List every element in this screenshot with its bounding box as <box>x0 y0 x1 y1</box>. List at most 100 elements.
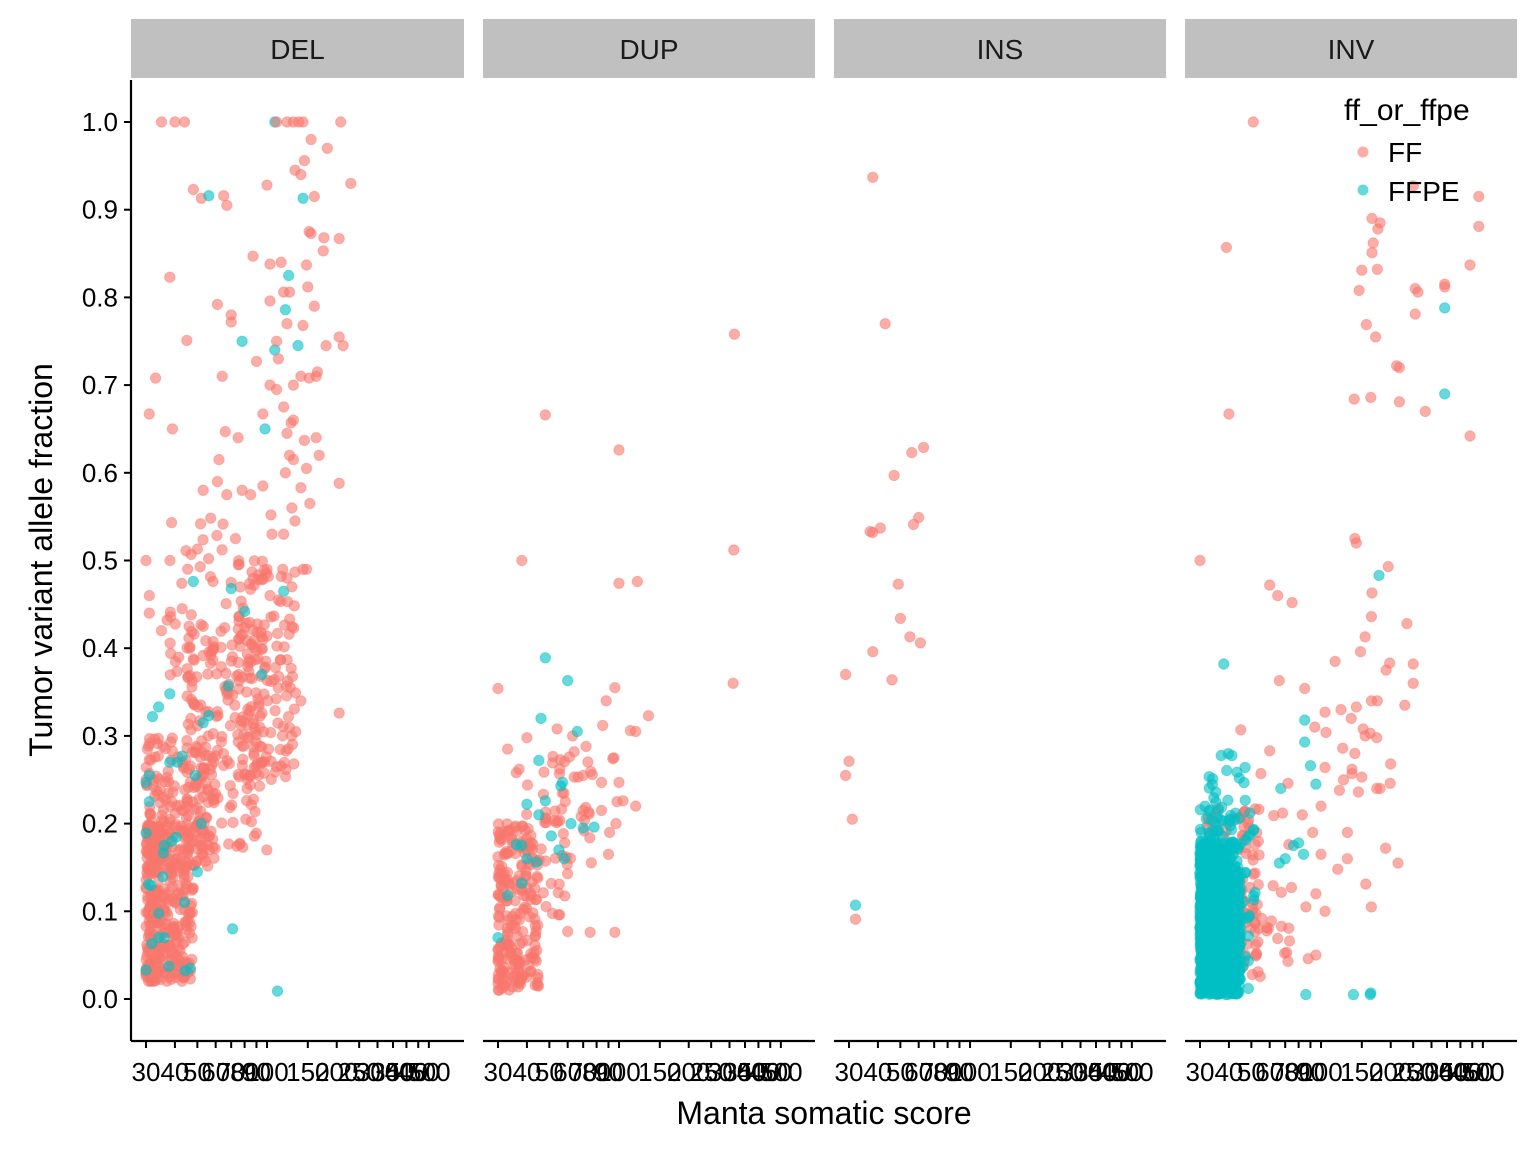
point-del-ff <box>286 502 298 514</box>
point-inv-ff <box>1335 703 1347 716</box>
point-inv-ff <box>1407 180 1419 192</box>
point-dup-ff <box>602 848 615 860</box>
point-inv-ff <box>1264 579 1276 591</box>
point-dup-ff <box>521 779 534 791</box>
point-dup-ff <box>521 808 533 820</box>
point-del-ffpe <box>140 964 152 976</box>
point-del-ff <box>185 609 198 621</box>
point-inv-ffpe <box>1219 852 1231 864</box>
point-del-ff <box>241 719 254 731</box>
x-tick-label: 80 <box>230 1057 259 1087</box>
point-inv-ffpe <box>1222 794 1234 806</box>
point-dup-ffpe <box>545 830 557 842</box>
legend-key-ffpe <box>1357 184 1369 196</box>
point-inv-ff <box>1249 867 1261 879</box>
point-inv-ffpe <box>1215 965 1228 977</box>
point-del-ff <box>245 489 257 501</box>
point-del-ff <box>268 610 280 622</box>
point-ins-ff <box>849 913 862 925</box>
point-del-ffpe <box>236 335 248 347</box>
point-del-ff <box>335 116 347 128</box>
point-del-ff <box>143 589 156 602</box>
point-del-ff <box>278 286 290 298</box>
point-del-ff <box>233 558 245 570</box>
point-inv-ffpe <box>1292 837 1305 849</box>
point-inv-ff <box>1247 854 1259 866</box>
point-inv-ff <box>1252 966 1264 978</box>
point-inv-ff <box>1255 767 1267 780</box>
point-dup-ff <box>583 806 595 818</box>
point-del-ff <box>333 477 345 489</box>
point-inv-ff <box>1250 939 1262 951</box>
point-inv-ffpe <box>1299 736 1311 748</box>
point-del-ff <box>281 427 293 439</box>
point-del-ff <box>143 607 156 619</box>
point-del-ff <box>318 232 330 244</box>
point-ins-ff <box>839 769 852 782</box>
point-inv-ff <box>1379 842 1392 854</box>
point-del-ff <box>300 563 313 575</box>
point-inv-ff <box>1272 932 1284 945</box>
point-del-ff <box>304 497 316 510</box>
point-inv-ff <box>1282 955 1294 967</box>
point-dup-ff <box>517 903 530 916</box>
point-del-ff <box>182 822 195 835</box>
point-inv-ff <box>1310 888 1322 900</box>
point-inv-ffpe <box>1231 958 1243 970</box>
point-del-ffpe <box>158 931 171 944</box>
point-del-ff <box>173 954 185 966</box>
point-del-ff <box>247 793 260 805</box>
point-inv-ff <box>1348 393 1360 405</box>
point-del-ff <box>232 656 244 669</box>
point-dup-ff <box>630 800 642 812</box>
y-tick-label: 0.5 <box>82 546 118 576</box>
point-del-ffpe <box>140 827 152 839</box>
strip-del-bg <box>131 19 464 78</box>
point-inv-ff <box>1369 331 1382 343</box>
point-del-ff <box>241 773 253 785</box>
point-del-ff <box>197 534 209 546</box>
point-del-ff <box>265 726 277 739</box>
point-inv-ff <box>1409 308 1421 320</box>
point-del-ff <box>143 408 156 420</box>
point-inv-ffpe <box>1233 935 1245 948</box>
point-dup-ff <box>561 868 574 880</box>
point-del-ff <box>283 449 296 461</box>
point-inv-ff <box>1319 905 1331 917</box>
point-dup-ffpe <box>521 853 533 865</box>
point-dup-ff <box>531 979 544 992</box>
point-inv-ff <box>1223 408 1235 420</box>
point-del-ff <box>253 697 265 709</box>
point-del-ff <box>221 489 233 501</box>
point-ins-ffpe <box>849 899 862 911</box>
point-inv-ffpe <box>1214 925 1227 938</box>
point-del-ff <box>197 620 209 632</box>
point-inv-ff <box>1401 617 1413 630</box>
point-dup-ff <box>630 725 642 738</box>
point-del-ff <box>240 617 253 629</box>
point-dup-ff <box>525 893 537 906</box>
point-del-ff <box>181 334 193 347</box>
point-del-ff <box>141 950 153 962</box>
point-inv-ff <box>1356 771 1368 783</box>
point-del-ff <box>288 703 300 715</box>
point-dup-ff <box>501 743 514 755</box>
point-dup-ff <box>540 900 552 913</box>
point-inv-ff <box>1315 848 1327 860</box>
point-inv-ff <box>1261 925 1273 937</box>
point-del-ffpe <box>146 937 158 950</box>
point-del-ff <box>220 598 232 610</box>
point-ins-ff <box>906 446 918 459</box>
point-del-ff <box>205 512 217 524</box>
point-del-ffpe <box>292 339 304 352</box>
point-dup-ff <box>613 444 625 456</box>
point-del-ff <box>190 780 202 792</box>
point-inv-ff <box>1341 826 1354 839</box>
point-del-ff <box>245 816 258 828</box>
point-inv-ff <box>1273 674 1286 687</box>
point-del-ff <box>159 776 171 788</box>
point-inv-ffpe <box>1217 831 1229 843</box>
point-inv-ff <box>1353 284 1365 297</box>
point-del-ff <box>170 971 182 984</box>
point-inv-ff <box>1341 853 1354 865</box>
